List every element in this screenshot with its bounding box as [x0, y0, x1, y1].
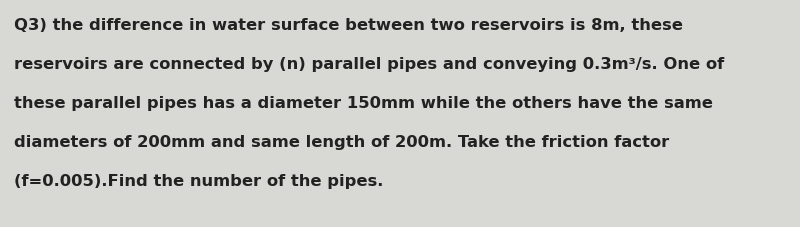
- Text: reservoirs are connected by (n) parallel pipes and conveying 0.3m³/s. One of: reservoirs are connected by (n) parallel…: [14, 57, 724, 72]
- Text: (f=0.005).Find the number of the pipes.: (f=0.005).Find the number of the pipes.: [14, 174, 384, 188]
- Text: diameters of 200mm and same length of 200m. Take the friction factor: diameters of 200mm and same length of 20…: [14, 135, 670, 150]
- Text: these parallel pipes has a diameter 150mm while the others have the same: these parallel pipes has a diameter 150m…: [14, 96, 713, 111]
- Text: Q3) the difference in water surface between two reservoirs is 8m, these: Q3) the difference in water surface betw…: [14, 18, 683, 33]
